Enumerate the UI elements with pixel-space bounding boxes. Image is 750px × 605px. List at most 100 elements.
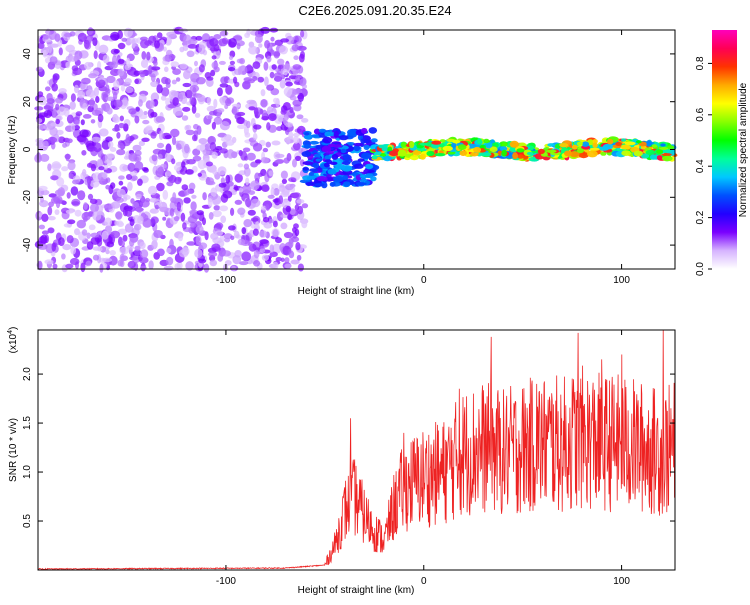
- heat-cell: [143, 167, 149, 173]
- heat-cell: [273, 97, 279, 104]
- heat-cell: [41, 213, 49, 222]
- heat-cell: [171, 158, 176, 165]
- heat-cell: [296, 199, 305, 204]
- heat-cell: [280, 170, 288, 180]
- heat-cell: [172, 68, 182, 75]
- heat-cell: [577, 148, 584, 154]
- heat-cell: [198, 242, 208, 250]
- heat-cell: [228, 55, 234, 60]
- heat-cell: [69, 101, 76, 110]
- heat-cell: [166, 31, 177, 37]
- heat-cell: [219, 83, 229, 88]
- heat-cell: [292, 64, 302, 70]
- heat-cell: [80, 119, 85, 126]
- heat-cell: [237, 207, 246, 215]
- heat-cell: [38, 224, 46, 230]
- heat-cell: [122, 234, 128, 242]
- heat-cell: [124, 223, 134, 233]
- heat-cell: [110, 31, 120, 41]
- heat-cell: [70, 124, 76, 133]
- heat-cell: [331, 153, 339, 160]
- heat-cell: [106, 107, 113, 115]
- heat-cell: [112, 115, 121, 123]
- heat-cell: [111, 201, 121, 209]
- heat-cell: [292, 142, 301, 151]
- heat-cell: [268, 170, 274, 177]
- heat-cell: [250, 217, 259, 222]
- heat-cell: [128, 108, 137, 115]
- heat-cell: [340, 148, 347, 154]
- heat-cell: [228, 38, 237, 48]
- heat-cell: [288, 131, 294, 140]
- heat-cell: [246, 64, 252, 71]
- heat-cell: [645, 140, 653, 147]
- heat-cell: [271, 64, 277, 70]
- heat-cell: [127, 181, 133, 191]
- y-tick-label: 0.5: [22, 514, 33, 528]
- colorbar-tick-label: 0.2: [695, 210, 706, 224]
- heat-cell: [361, 127, 368, 134]
- heat-cell: [148, 260, 154, 270]
- heat-cell: [264, 40, 271, 49]
- y-tick-label: 2.0: [22, 367, 33, 381]
- heat-cell: [636, 140, 642, 144]
- heat-cell: [208, 212, 214, 220]
- heat-cell: [241, 227, 247, 235]
- heat-cell: [225, 98, 232, 107]
- heat-cell: [81, 77, 91, 85]
- heat-cell: [118, 122, 125, 129]
- heat-cell: [272, 229, 279, 238]
- heat-cell: [109, 61, 118, 69]
- heat-cell: [368, 127, 378, 134]
- heat-cell: [82, 114, 92, 119]
- heat-cell: [47, 136, 58, 144]
- heat-cell: [313, 128, 321, 135]
- heat-cell: [217, 166, 227, 176]
- heat-cell: [174, 176, 182, 185]
- heat-cell: [278, 195, 284, 205]
- heat-cell: [409, 141, 415, 149]
- heat-cell: [198, 138, 208, 145]
- heat-cell: [259, 108, 264, 115]
- heat-cell: [161, 87, 170, 97]
- heat-cell: [99, 263, 104, 273]
- heat-cell: [182, 222, 187, 230]
- heat-cell: [58, 237, 65, 247]
- heat-cell: [133, 51, 139, 56]
- heat-cell: [297, 263, 304, 272]
- heat-cell: [252, 133, 258, 141]
- heat-cell: [431, 140, 442, 145]
- heat-cell: [285, 183, 294, 191]
- heat-cell: [268, 113, 277, 122]
- heat-cell: [213, 44, 220, 52]
- heat-cell: [279, 79, 286, 89]
- heat-cell: [136, 206, 143, 213]
- heat-cell: [101, 104, 106, 111]
- heat-cell: [134, 78, 139, 84]
- heat-cell: [248, 241, 253, 247]
- heat-cell: [451, 142, 457, 149]
- heat-cell: [51, 83, 58, 92]
- heat-cell: [233, 230, 240, 239]
- heat-cell: [621, 138, 627, 142]
- heat-cell: [269, 251, 278, 258]
- heat-cell: [282, 68, 288, 76]
- snr-y-label: SNR (10 * v/v): [8, 418, 19, 482]
- heat-cell: [262, 147, 269, 153]
- heat-cell: [311, 134, 319, 138]
- heat-cell: [149, 197, 159, 203]
- heat-cell: [175, 143, 182, 151]
- heat-cell: [196, 94, 206, 103]
- heat-cell: [640, 153, 650, 159]
- heat-cell: [122, 97, 128, 106]
- heat-cell: [77, 32, 87, 43]
- heat-cell: [283, 86, 293, 97]
- heat-cell: [150, 208, 157, 214]
- heat-cell: [273, 50, 280, 59]
- heat-cell: [37, 260, 43, 271]
- heat-cell: [150, 216, 159, 224]
- heat-cell: [353, 142, 364, 147]
- x-tick-label: 0: [421, 576, 427, 587]
- heat-cell: [267, 219, 274, 224]
